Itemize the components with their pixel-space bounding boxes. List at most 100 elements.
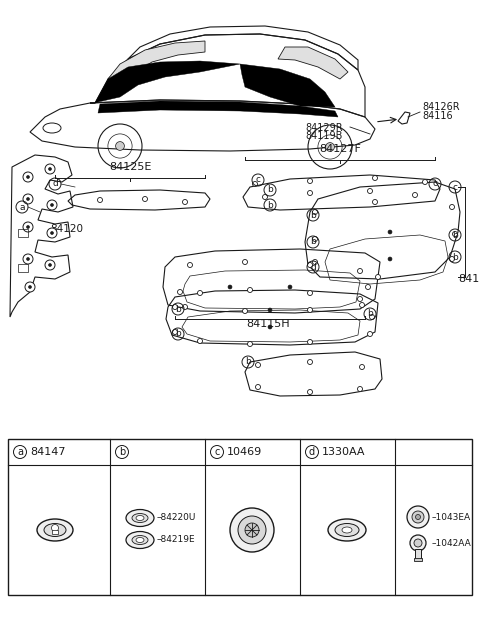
Circle shape: [360, 364, 364, 369]
Circle shape: [143, 196, 147, 201]
Circle shape: [248, 288, 252, 293]
Text: b: b: [119, 447, 125, 457]
Text: 84147: 84147: [30, 447, 65, 457]
Text: b: b: [245, 357, 251, 367]
Circle shape: [197, 339, 203, 344]
Circle shape: [412, 192, 418, 198]
Circle shape: [375, 275, 381, 280]
Circle shape: [308, 359, 312, 364]
Circle shape: [358, 268, 362, 273]
Circle shape: [288, 285, 292, 289]
Text: a: a: [19, 203, 25, 211]
Circle shape: [25, 282, 35, 292]
Text: 84115H: 84115H: [246, 319, 290, 329]
Polygon shape: [278, 47, 348, 79]
Circle shape: [388, 257, 392, 261]
Circle shape: [47, 228, 57, 238]
Text: –84219E: –84219E: [157, 535, 196, 544]
Circle shape: [308, 339, 312, 344]
Ellipse shape: [136, 537, 144, 542]
Circle shape: [312, 260, 317, 265]
Circle shape: [453, 231, 457, 236]
Circle shape: [172, 330, 178, 334]
Circle shape: [360, 302, 364, 307]
Text: c: c: [453, 182, 457, 191]
Circle shape: [312, 236, 317, 241]
Circle shape: [245, 523, 259, 537]
Circle shape: [368, 189, 372, 194]
Ellipse shape: [44, 524, 66, 537]
Circle shape: [230, 508, 274, 552]
Circle shape: [23, 172, 33, 182]
Circle shape: [172, 305, 178, 310]
Bar: [18, 229, 28, 237]
Circle shape: [312, 209, 317, 214]
Polygon shape: [95, 61, 240, 103]
Circle shape: [449, 204, 455, 209]
Text: d: d: [309, 447, 315, 457]
Text: 84127F: 84127F: [319, 144, 361, 154]
Circle shape: [182, 305, 188, 310]
Circle shape: [26, 176, 29, 179]
Circle shape: [238, 516, 266, 544]
Polygon shape: [98, 101, 338, 117]
Bar: [415, 549, 421, 559]
Circle shape: [197, 290, 203, 295]
Circle shape: [248, 342, 252, 347]
Ellipse shape: [136, 515, 144, 520]
Text: d: d: [310, 263, 316, 271]
Circle shape: [45, 164, 55, 174]
Circle shape: [358, 386, 362, 391]
Circle shape: [48, 263, 51, 266]
Ellipse shape: [126, 510, 154, 527]
Circle shape: [26, 258, 29, 260]
Text: a: a: [17, 447, 23, 457]
Text: b: b: [310, 238, 316, 246]
Circle shape: [23, 254, 33, 264]
Text: 84129R: 84129R: [305, 123, 343, 133]
Circle shape: [449, 256, 455, 261]
Text: –1043EA: –1043EA: [432, 512, 471, 522]
Bar: [414, 558, 422, 561]
Text: 10469: 10469: [227, 447, 262, 457]
Circle shape: [228, 285, 232, 289]
Ellipse shape: [132, 514, 148, 522]
Circle shape: [28, 285, 32, 288]
Circle shape: [50, 204, 53, 206]
Circle shape: [365, 285, 371, 290]
Text: 84125E: 84125E: [109, 162, 151, 172]
Circle shape: [410, 535, 426, 551]
Ellipse shape: [342, 527, 352, 533]
Polygon shape: [240, 64, 335, 107]
Circle shape: [47, 200, 57, 210]
Circle shape: [368, 332, 372, 337]
Text: 1330AA: 1330AA: [322, 447, 365, 457]
Circle shape: [51, 525, 59, 532]
Ellipse shape: [126, 532, 154, 549]
Text: b: b: [310, 211, 316, 219]
Circle shape: [116, 142, 124, 150]
Circle shape: [308, 307, 312, 312]
Ellipse shape: [328, 519, 366, 541]
Text: 84120: 84120: [50, 224, 83, 234]
Text: b: b: [175, 330, 181, 339]
Circle shape: [255, 384, 261, 389]
Circle shape: [182, 199, 188, 204]
Circle shape: [407, 506, 429, 528]
Circle shape: [370, 315, 374, 320]
Circle shape: [242, 308, 248, 314]
Text: 84126R: 84126R: [422, 102, 460, 112]
Circle shape: [388, 230, 392, 234]
Text: 84117E: 84117E: [458, 274, 480, 284]
Circle shape: [45, 260, 55, 270]
Ellipse shape: [132, 535, 148, 544]
Circle shape: [308, 179, 312, 184]
Text: –84220U: –84220U: [157, 514, 196, 522]
Bar: [8, 439, 472, 595]
Circle shape: [308, 389, 312, 394]
Polygon shape: [108, 41, 205, 86]
Circle shape: [23, 222, 33, 232]
Text: b: b: [452, 253, 458, 261]
Circle shape: [26, 198, 29, 201]
Circle shape: [414, 539, 422, 547]
